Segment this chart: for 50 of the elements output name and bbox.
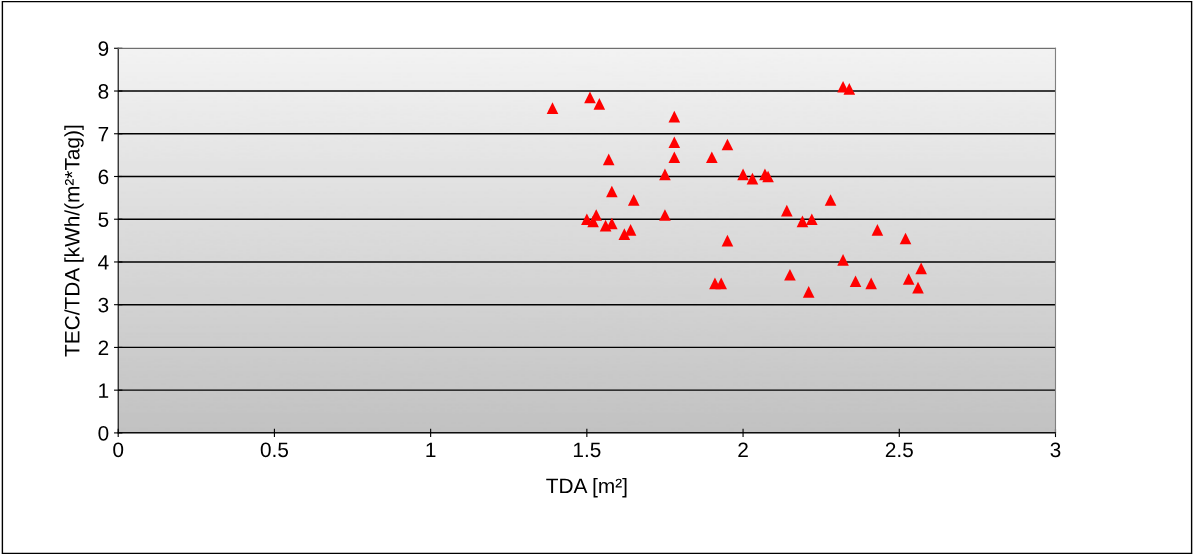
- x-tick-label: 0: [113, 442, 124, 458]
- point: [668, 136, 681, 149]
- point: [824, 194, 837, 206]
- x-tick-label: 0.5: [260, 442, 289, 458]
- point: [899, 232, 912, 245]
- point: [627, 194, 640, 206]
- x-tick-label: 1: [426, 442, 436, 458]
- y-axis-title: TEC/TDA [kWh/(m²*Tag)]: [64, 125, 84, 357]
- point: [802, 286, 815, 298]
- point: [659, 209, 671, 221]
- y-tick-label: 9: [98, 41, 109, 57]
- y-tick-label: 0: [98, 425, 109, 441]
- x-tick-label: 2: [738, 442, 748, 458]
- point: [837, 254, 849, 266]
- point: [784, 268, 796, 281]
- point: [737, 168, 749, 181]
- point: [715, 277, 728, 290]
- point: [659, 168, 671, 181]
- y-tick-label: 3: [98, 297, 109, 313]
- y-tick-label: 7: [98, 126, 109, 142]
- point: [721, 138, 734, 151]
- point: [602, 153, 615, 166]
- point: [668, 151, 681, 164]
- y-tick-label: 1: [99, 383, 109, 398]
- point: [606, 185, 618, 198]
- y-tick-label: 8: [98, 84, 109, 99]
- x-tick-label: 2.5: [885, 442, 913, 458]
- y-tick-label: 6: [98, 169, 109, 185]
- x-tick-label: 3: [1050, 442, 1061, 458]
- y-tick-label: 2: [98, 340, 109, 355]
- point: [849, 275, 862, 287]
- point: [843, 83, 856, 95]
- y-tick-label: 5: [98, 212, 109, 227]
- point: [781, 204, 793, 217]
- point: [796, 215, 809, 228]
- point: [546, 102, 559, 114]
- x-tick-label: 1.5: [573, 442, 601, 458]
- point: [871, 224, 884, 236]
- point: [805, 213, 818, 226]
- point: [706, 151, 718, 164]
- point: [915, 262, 927, 275]
- point: [865, 277, 877, 290]
- point: [668, 110, 681, 123]
- point: [746, 172, 759, 185]
- point: [590, 209, 603, 221]
- y-tick-label: 4: [98, 255, 109, 270]
- x-axis-title: TDA [m²]: [546, 478, 627, 498]
- point: [593, 98, 606, 110]
- point: [902, 273, 915, 285]
- point: [721, 234, 734, 247]
